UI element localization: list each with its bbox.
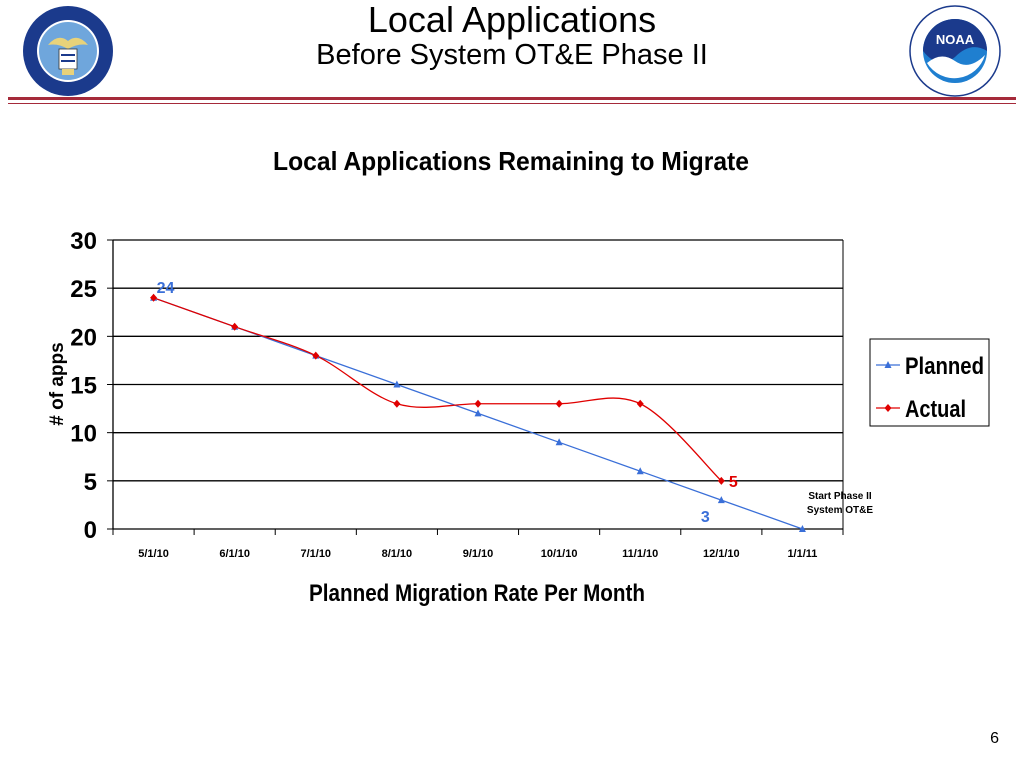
marker-actual [231, 322, 239, 331]
x-tick-label: 7/1/10 [300, 548, 331, 560]
legend-swatch-marker [884, 404, 892, 412]
legend-label: Actual [905, 396, 966, 423]
marker-actual [717, 476, 725, 485]
marker-planned [474, 409, 482, 417]
x-tick-label: 1/1/11 [787, 548, 817, 560]
annotation-line: System OT&E [807, 505, 873, 516]
axes [112, 240, 844, 535]
data-labels: 24 3 5 [157, 280, 738, 526]
marker-planned [555, 438, 563, 446]
x-tick-label: 5/1/10 [138, 548, 169, 560]
y-tick-label: 30 [70, 228, 97, 255]
marker-actual [474, 399, 482, 408]
series-line-actual [153, 297, 722, 482]
slide-title: Local Applications [367, 0, 657, 40]
legend-box [869, 338, 990, 427]
y-tick-label: 0 [84, 517, 97, 544]
marker-planned [636, 467, 644, 475]
y-tick-label: 20 [70, 324, 97, 351]
data-label: 3 [701, 509, 710, 526]
page-number: 6 [990, 730, 999, 747]
marker-actual [150, 293, 158, 302]
y-tick-label: 15 [70, 373, 97, 400]
noaa-logo-icon: NOAA [909, 5, 1001, 97]
slide-subtitle: Before System OT&E Phase II [316, 39, 708, 71]
marker-planned [717, 496, 725, 504]
slide-title-block: Local Applications Before System OT&E Ph… [0, 2, 1024, 70]
data-label: 24 [157, 280, 175, 297]
marker-actual [312, 351, 320, 360]
y-tick-label: 10 [70, 421, 97, 448]
series-markers [150, 293, 806, 532]
gridlines [107, 239, 843, 530]
marker-actual [393, 399, 401, 408]
y-tick-labels: 0 5 10 15 20 25 30 [70, 228, 97, 544]
y-axis-label: # of apps [47, 342, 68, 425]
marker-planned [798, 525, 806, 532]
marker-actual [636, 399, 644, 408]
marker-actual [555, 399, 563, 408]
start-phase-annotation: Start Phase II System OT&E [807, 491, 873, 516]
x-tick-label: 11/1/10 [622, 548, 658, 560]
y-tick-label: 5 [84, 469, 97, 496]
x-axis-label: Planned Migration Rate Per Month [309, 580, 645, 607]
legend-swatch-marker [884, 361, 892, 368]
data-label: 5 [729, 474, 738, 491]
x-tick-labels: 5/1/10 6/1/10 7/1/10 8/1/10 9/1/10 10/1/10 11/… [138, 548, 817, 560]
svg-text:NOAA: NOAA [936, 32, 975, 47]
header-rule-thick [8, 97, 1016, 100]
legend: Planned Actual [869, 338, 990, 427]
annotation-line: Start Phase II [808, 491, 872, 502]
y-tick-label: 25 [70, 276, 97, 303]
line-chart: Local Applications Remaining to Migrate … [47, 146, 990, 607]
department-of-commerce-seal-icon [23, 6, 113, 96]
x-tick-label: 12/1/10 [703, 548, 740, 560]
x-tick-label: 9/1/10 [463, 548, 494, 560]
marker-planned [393, 380, 401, 388]
x-tick-label: 6/1/10 [219, 548, 250, 560]
x-tick-label: 8/1/10 [382, 548, 413, 560]
x-tick-label: 10/1/10 [541, 548, 578, 560]
legend-label: Planned [905, 353, 984, 380]
chart-title: Local Applications Remaining to Migrate [273, 146, 749, 176]
header-rule-thin [8, 103, 1016, 104]
